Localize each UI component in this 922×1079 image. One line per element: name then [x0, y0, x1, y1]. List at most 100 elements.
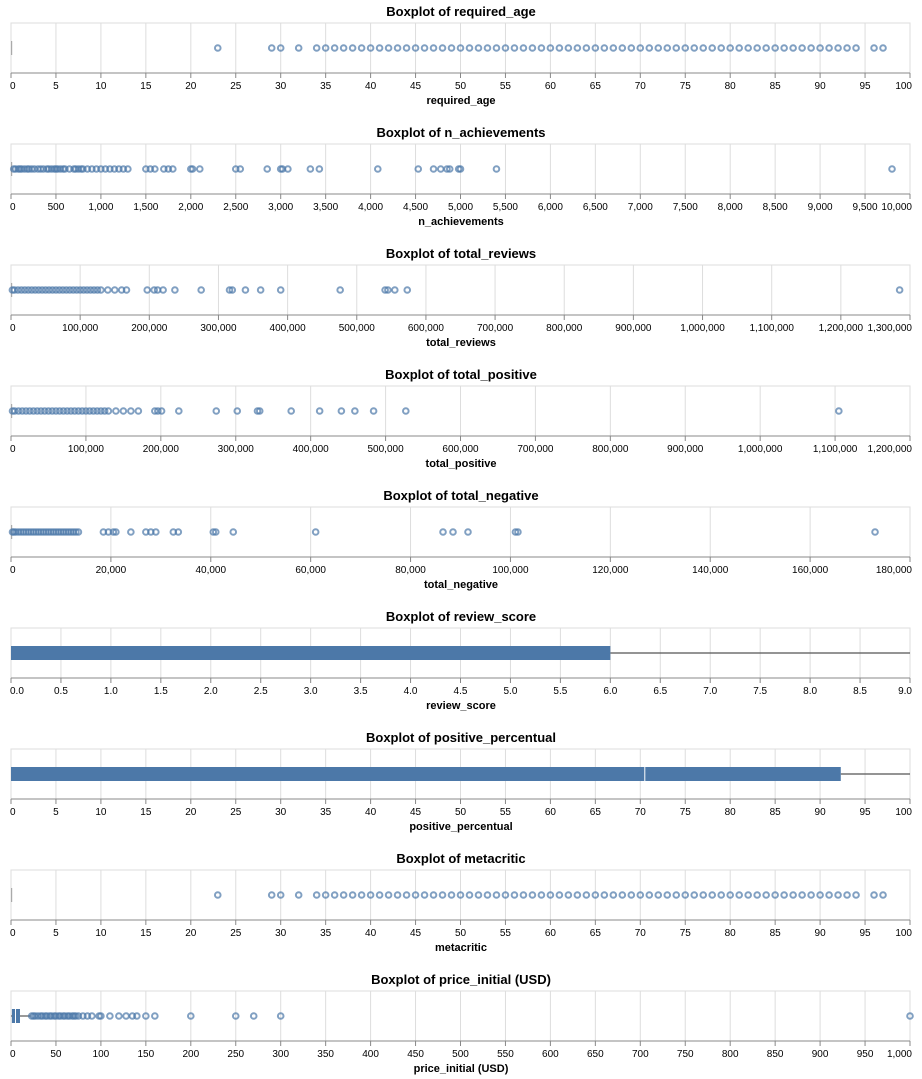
x-tick-label: 40,000 [195, 565, 226, 576]
outlier-point [79, 1012, 87, 1020]
x-tick-label: 4,000 [358, 202, 383, 213]
outlier-point [888, 165, 896, 173]
outlier-point [402, 891, 411, 899]
outlier-point [573, 44, 582, 52]
outlier-point [906, 1012, 914, 1020]
x-tick-label: 600,000 [442, 444, 479, 455]
outlier-point [112, 528, 120, 536]
outlier-point [315, 165, 324, 173]
x-tick-label: 5 [53, 81, 59, 92]
outlier-point [456, 891, 465, 899]
x-tick-label: 10 [95, 807, 107, 818]
x-tick-label: 0 [10, 565, 16, 576]
outlier-point [330, 891, 339, 899]
outlier-point [225, 286, 234, 294]
x-tick-label: 35 [320, 928, 332, 939]
x-tick-label: 3,500 [313, 202, 338, 213]
x-tick-label: 80 [725, 807, 737, 818]
x-tick-label: 8.5 [853, 686, 867, 697]
outlier-point [429, 44, 438, 52]
outlier-point [528, 44, 537, 52]
outlier-point [414, 165, 423, 173]
x-tick-label: 85 [770, 81, 782, 92]
outlier-point [47, 1012, 56, 1020]
outlier-point [834, 891, 842, 899]
x-tick-label: 6,500 [583, 202, 608, 213]
outlier-point [31, 286, 40, 294]
x-tick-label: 4.5 [454, 686, 468, 697]
outlier-point [366, 891, 375, 899]
x-tick-label: 0.0 [10, 686, 24, 697]
x-tick-label: 250 [227, 1049, 244, 1060]
x-tick-label: 35 [320, 81, 332, 92]
outlier-point [212, 407, 221, 415]
outlier-point [843, 891, 851, 899]
outlier-point [546, 44, 555, 52]
outlier-point [14, 286, 22, 294]
x-tick-label: 5.5 [553, 686, 567, 697]
x-tick-label: 90 [815, 81, 827, 92]
x-tick-label: 2,000 [178, 202, 203, 213]
outlier-point [127, 407, 135, 415]
x-tick-label: 10 [95, 81, 107, 92]
outlier-point [83, 165, 92, 173]
outlier-point [104, 286, 112, 294]
outlier-point [52, 407, 60, 415]
outlier-point [735, 44, 743, 52]
outlier-point [645, 891, 654, 899]
plot-frame [10, 506, 911, 558]
outlier-point [436, 165, 445, 173]
x-tick-label: 1,000,000 [680, 323, 725, 334]
outlier-point [74, 1012, 83, 1020]
x-tick-label: 1.5 [154, 686, 168, 697]
outlier-point [65, 286, 74, 294]
x-tick-label: 160,000 [792, 565, 829, 576]
outlier-point [71, 1012, 80, 1020]
box-iqr [11, 646, 611, 660]
x-tick-label: 50 [455, 928, 467, 939]
panel-title: Boxplot of metacritic [396, 851, 525, 866]
outlier-point [672, 891, 681, 899]
x-tick-label: 3.0 [304, 686, 318, 697]
outlier-point [83, 1012, 92, 1020]
x-tick-label: 70 [635, 81, 647, 92]
outlier-point [211, 528, 220, 536]
outlier-point [85, 407, 94, 415]
outlier-point [871, 528, 879, 536]
outlier-point [241, 286, 250, 294]
outlier-point [330, 44, 339, 52]
x-tick-label: 600 [542, 1049, 559, 1060]
x-tick-label: 100,000 [68, 444, 105, 455]
x-tick-label: 1,200,000 [868, 444, 913, 455]
x-tick-label: 1,200,000 [819, 323, 864, 334]
x-tick-label: 2,500 [223, 202, 248, 213]
outlier-point [69, 286, 78, 294]
x-tick-label: 25 [230, 807, 242, 818]
outlier-point [133, 1012, 141, 1020]
outlier-point [315, 407, 324, 415]
outlier-point [122, 1012, 130, 1020]
outlier-point [294, 44, 303, 52]
outlier-point [228, 286, 237, 294]
x-tick-label: 95 [859, 928, 871, 939]
x-tick-label: 150 [138, 1049, 155, 1060]
outlier-point [106, 165, 114, 173]
outlier-point [249, 1012, 258, 1020]
outlier-point [284, 165, 292, 173]
outlier-point [55, 286, 64, 294]
outlier-point [780, 891, 788, 899]
outlier-point [825, 44, 833, 52]
outlier-point [510, 44, 519, 52]
outlier-point [336, 286, 344, 294]
x-tick-label: 400,000 [293, 444, 330, 455]
outlier-point [312, 44, 321, 52]
outlier-point [164, 165, 173, 173]
outlier-point [708, 44, 717, 52]
outlier-point [127, 528, 135, 536]
x-tick-label: 350 [317, 1049, 334, 1060]
x-tick-label: 400 [362, 1049, 379, 1060]
x-tick-label: 700,000 [477, 323, 514, 334]
x-tick-label: 20 [185, 807, 197, 818]
x-tick-label: 7.5 [753, 686, 767, 697]
x-tick-label: 55 [500, 81, 512, 92]
